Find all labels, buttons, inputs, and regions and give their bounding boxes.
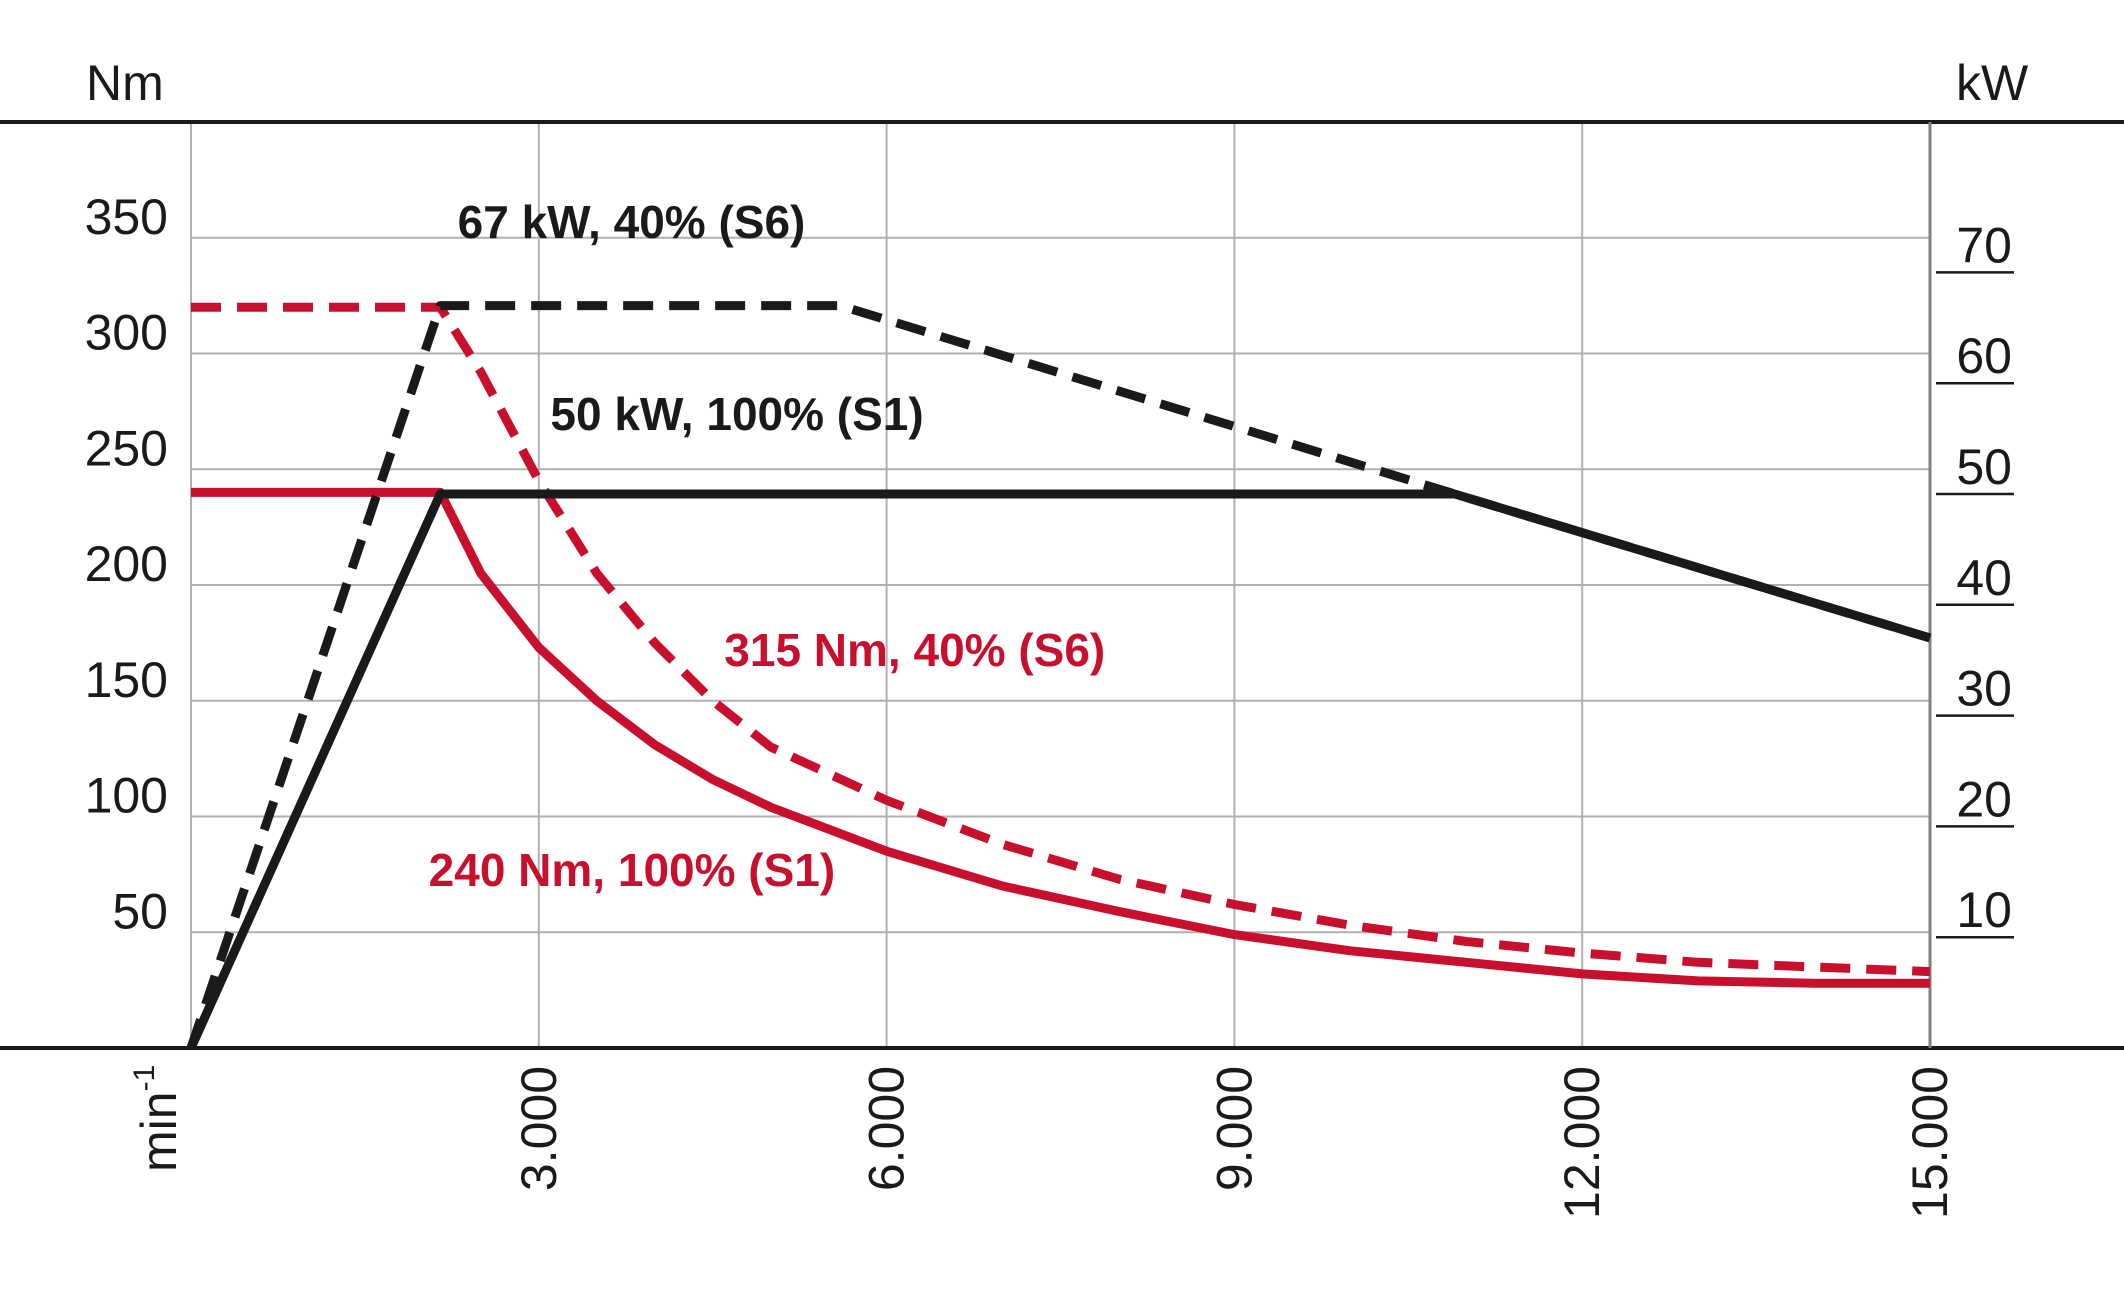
x-tick-label: 12.000 [1554, 1066, 1610, 1219]
y-right-tick-label: 50 [1956, 439, 2012, 495]
series-annotation: 240 Nm, 100% (S1) [429, 844, 836, 896]
y-right-tick-label: 40 [1956, 550, 2012, 606]
x-tick-label: 6.000 [859, 1066, 915, 1191]
x-axis-unit-text: min [131, 1091, 187, 1172]
y-right-tick-label: 60 [1956, 328, 2012, 384]
series-line-torque-dashed [191, 302, 1931, 977]
series-annotation: 50 kW, 100% (S1) [550, 388, 923, 440]
series-lines [186, 301, 1932, 1050]
y-right-tick-label: 70 [1956, 217, 2012, 273]
axes [0, 120, 2124, 1050]
y-left-tick-label: 100 [85, 768, 168, 824]
x-tick-label: 3.000 [511, 1066, 567, 1191]
right-axis-unit-label: kW [1956, 55, 2029, 111]
y-right-tick-label: 10 [1956, 882, 2012, 938]
x-tick-label: 9.000 [1206, 1066, 1262, 1191]
series-annotation: 315 Nm, 40% (S6) [724, 624, 1105, 676]
grid-lines [190, 122, 1931, 1048]
x-axis-unit-label: min-1 [128, 1065, 187, 1172]
left-axis-unit-label: Nm [86, 55, 164, 111]
y-left-tick-label: 150 [85, 652, 168, 708]
x-tick-label: 15.000 [1902, 1066, 1958, 1219]
y-left-tick-label: 250 [85, 420, 168, 476]
y-left-tick-label: 200 [85, 536, 168, 592]
y-left-tick-label: 300 [85, 305, 168, 361]
tick-labels: 50 100 150 200 250 300 350 10 20 30 40 50 60 70 3.000 6… [85, 189, 2014, 1219]
y-right-tick-label: 30 [1956, 661, 2012, 717]
series-annotations: 67 kW, 40% (S6) 50 kW, 100% (S1) 315 Nm, 4… [429, 196, 1106, 896]
series-line-torque-solid [191, 487, 1930, 988]
y-left-tick-label: 50 [112, 883, 168, 939]
y-left-tick-label: 350 [85, 189, 168, 245]
x-axis-unit-exponent: -1 [128, 1065, 161, 1092]
y-right-tick-label: 20 [1956, 771, 2012, 827]
series-line-power-dashed [186, 301, 1932, 1050]
series-line-power-solid [186, 489, 1932, 1050]
series-annotation: 67 kW, 40% (S6) [458, 196, 806, 248]
